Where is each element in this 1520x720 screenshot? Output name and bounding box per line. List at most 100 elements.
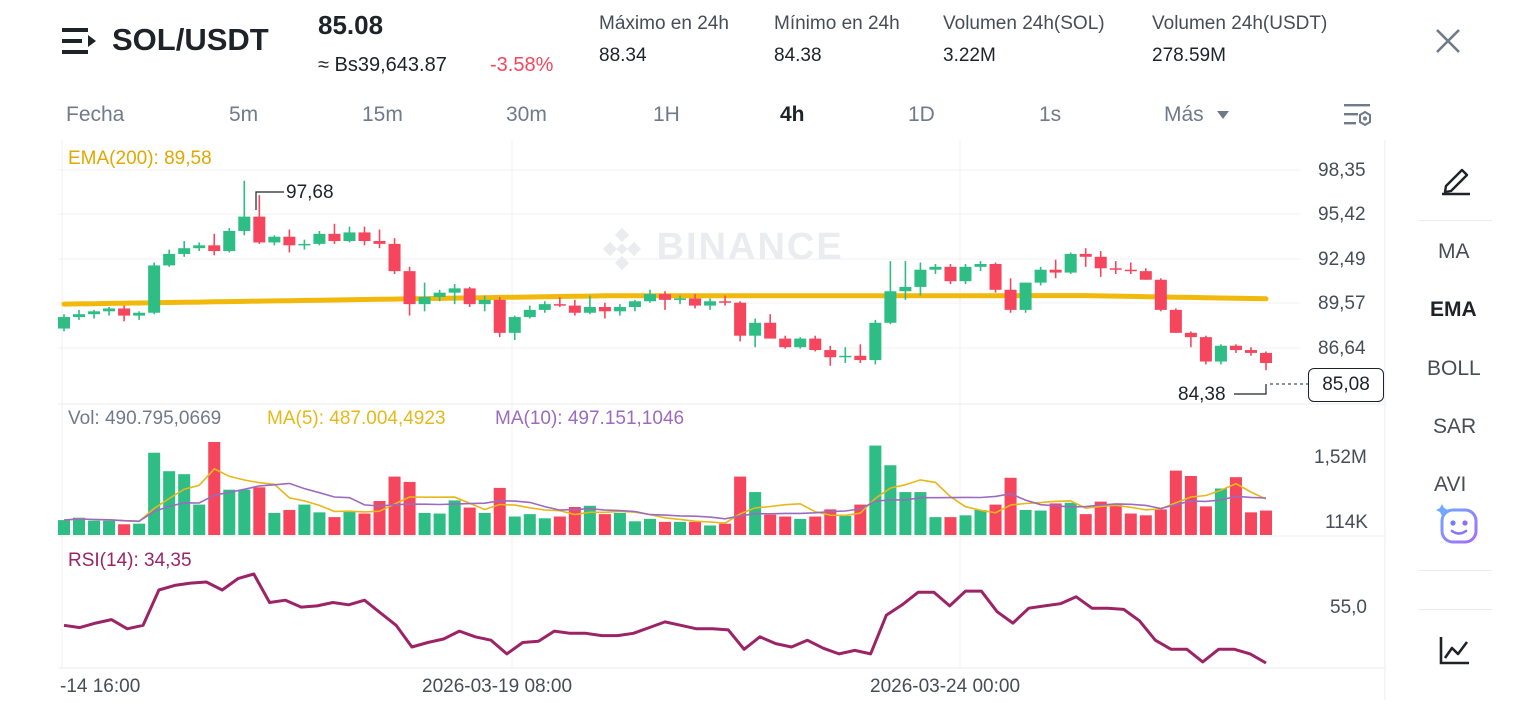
candle-body	[1094, 256, 1107, 269]
candle-body	[253, 216, 266, 243]
price-tick: 95,42	[1318, 204, 1366, 225]
volume-bar	[1019, 509, 1032, 535]
candle-body	[1259, 352, 1273, 363]
candle-body	[343, 232, 356, 242]
volume-bar	[493, 487, 506, 535]
volume-bar	[1154, 509, 1167, 535]
volume-bar	[208, 442, 221, 535]
volume-bar	[553, 516, 566, 535]
candle-body	[1154, 279, 1167, 310]
price-tick: 89,57	[1318, 293, 1366, 314]
volume-legend: Vol: 490.795,0669	[68, 408, 222, 429]
volume-bar	[57, 520, 71, 535]
volume-bar	[328, 517, 341, 535]
candle-body	[193, 245, 206, 249]
volume-bar	[1214, 488, 1227, 535]
tab-1s[interactable]: 1s	[1039, 103, 1062, 126]
candle-body	[704, 301, 717, 306]
volume-bar	[598, 514, 611, 535]
candle-body	[734, 302, 747, 336]
candle-body	[418, 296, 431, 305]
candle-body	[839, 355, 852, 358]
indicator-ema[interactable]: EMA	[1430, 298, 1477, 321]
candle-body	[73, 314, 86, 318]
volume-bar	[929, 517, 942, 535]
candle-body	[959, 266, 972, 282]
volume-bar	[163, 471, 176, 535]
price-tick: 98,35	[1318, 160, 1366, 181]
candle-body	[929, 266, 942, 270]
tab-fecha[interactable]: Fecha	[66, 103, 125, 126]
stat-vol-quote-label: Volumen 24h(USDT)	[1152, 13, 1328, 34]
candle-body	[1004, 289, 1017, 310]
tab-mas[interactable]: Más	[1164, 103, 1230, 127]
time-axis-label: 2026-03-24 00:00	[870, 676, 1021, 697]
volume-bar	[193, 504, 206, 535]
candle-body	[1184, 332, 1197, 338]
menu-button[interactable]	[62, 26, 98, 56]
toolbar-divider	[1418, 609, 1492, 610]
volume-bar	[523, 514, 536, 535]
menu-icon	[62, 28, 96, 54]
indicator-ma[interactable]: MA	[1438, 240, 1470, 263]
tab-15m[interactable]: 15m	[362, 103, 403, 126]
chart-settings-button[interactable]	[1342, 101, 1374, 131]
last-price: 85.08	[318, 10, 384, 40]
volume-bar	[959, 515, 972, 535]
volume-bar	[343, 511, 356, 535]
stat-vol-base-label: Volumen 24h(SOL)	[943, 13, 1105, 34]
volume-ma5-legend: MA(5): 487.004,4923	[267, 408, 446, 429]
binance-watermark-text: BINANCE	[656, 226, 844, 268]
volume-ma10-legend: MA(10): 497.151,1046	[495, 408, 685, 429]
candle-body	[478, 299, 491, 305]
volume-bar	[734, 476, 747, 535]
tab-1d[interactable]: 1D	[908, 103, 935, 126]
tab-5m[interactable]: 5m	[229, 103, 259, 126]
candle-body	[463, 288, 476, 305]
candle-body	[133, 312, 146, 316]
volume-ma5-line	[63, 467, 1267, 524]
tab-4h[interactable]: 4h	[780, 103, 805, 126]
volume-bar	[388, 476, 401, 535]
pair-title[interactable]: SOL/USDT	[112, 22, 269, 57]
volume-bar	[1124, 513, 1137, 535]
volume-bar	[358, 513, 371, 535]
volume-bar	[253, 487, 266, 535]
volume-bar	[268, 512, 281, 535]
volume-bar	[764, 514, 777, 535]
candle-body	[974, 263, 987, 267]
indicator-sar[interactable]: SAR	[1433, 415, 1477, 438]
volume-bar	[794, 518, 807, 535]
close-button[interactable]	[1434, 27, 1462, 55]
candle-body	[658, 294, 672, 300]
fullscreen-chart-button[interactable]	[1438, 634, 1472, 666]
volume-bar	[1094, 501, 1107, 535]
candle-body	[643, 294, 656, 302]
assistant-button[interactable]	[1434, 500, 1484, 550]
candle-body	[388, 243, 401, 272]
candle-body	[508, 317, 521, 333]
volume-bar	[719, 523, 732, 535]
toolbar-divider	[1418, 570, 1492, 571]
volume-bar	[613, 512, 626, 535]
candle-body	[1079, 253, 1092, 257]
low-annotation: 84,38	[1178, 384, 1226, 405]
candle-body	[764, 322, 777, 339]
volume-bar	[583, 505, 596, 535]
candle-body	[493, 299, 506, 333]
binance-logo-icon	[602, 227, 642, 271]
stat-low-label: Mínimo en 24h	[774, 13, 900, 34]
indicator-avi[interactable]: AVI	[1434, 473, 1467, 496]
candle-body	[223, 230, 236, 252]
candle-body	[869, 322, 882, 361]
tab-30m[interactable]: 30m	[506, 103, 547, 126]
indicator-boll[interactable]: BOLL	[1427, 357, 1481, 380]
volume-bar	[283, 509, 296, 535]
volume-bar	[628, 521, 641, 535]
tab-1h[interactable]: 1H	[653, 103, 680, 126]
time-axis-label: 2026-03-19 08:00	[422, 676, 573, 697]
draw-tool-button[interactable]	[1438, 164, 1474, 196]
candle-body	[313, 233, 326, 244]
candle-body	[884, 291, 897, 323]
